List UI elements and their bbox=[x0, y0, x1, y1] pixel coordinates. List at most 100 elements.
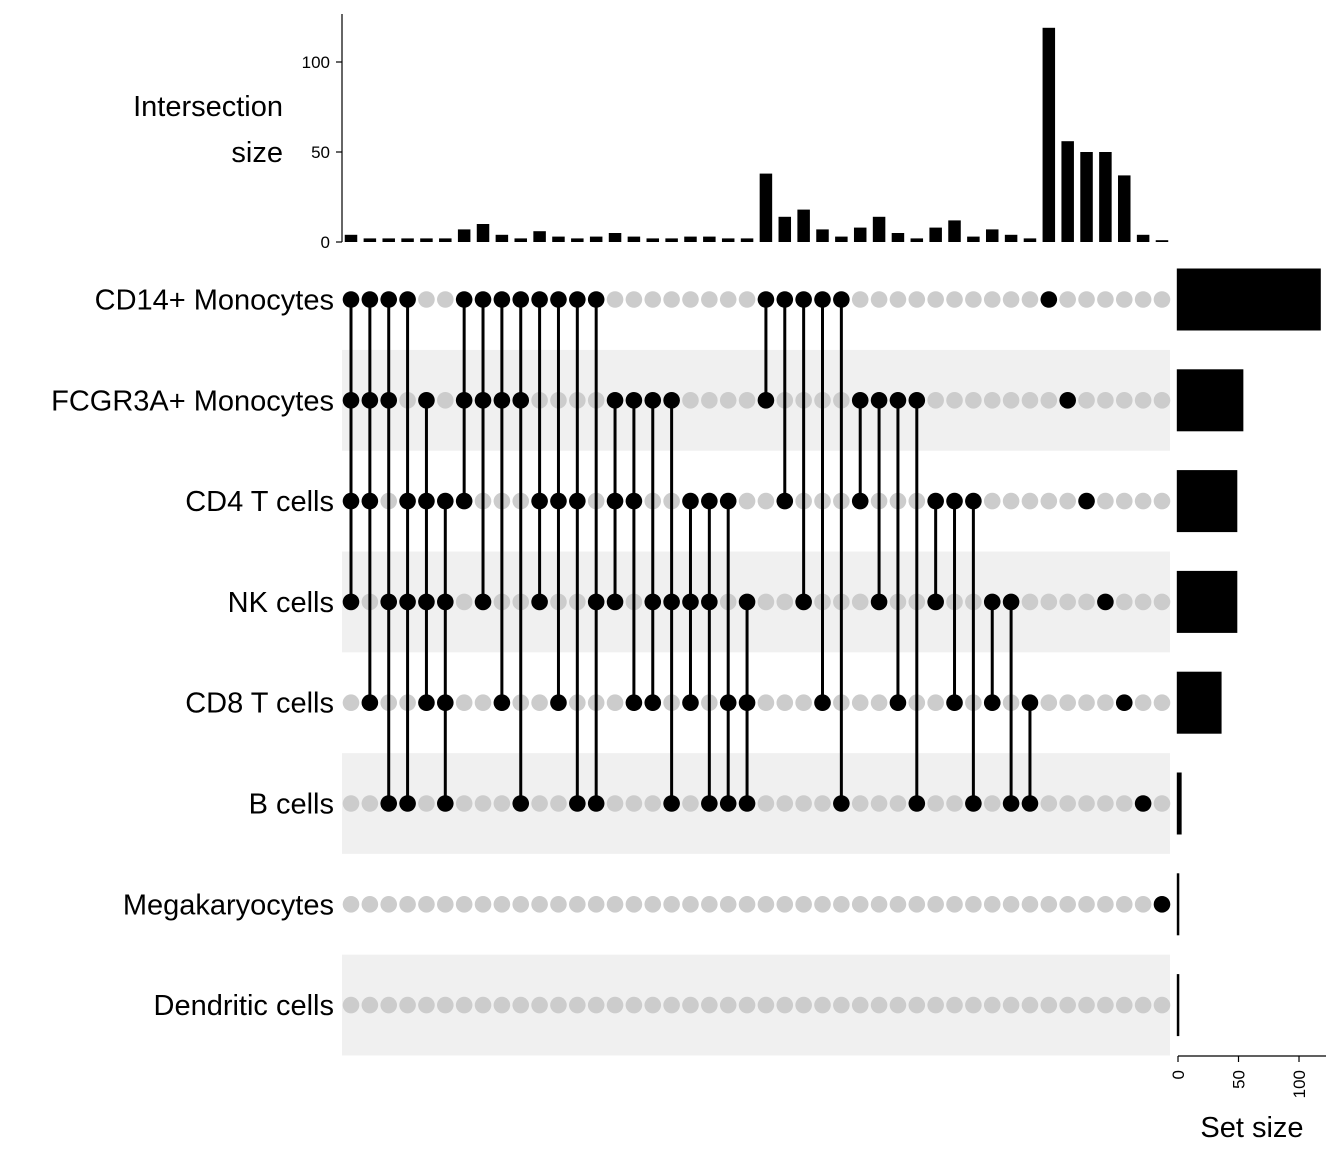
matrix-dot-inactive bbox=[1115, 291, 1133, 308]
matrix-dot-inactive bbox=[1153, 996, 1171, 1014]
matrix-dot-active bbox=[851, 392, 869, 409]
intersection-bar bbox=[533, 231, 546, 242]
set-label: CD8 T cells bbox=[185, 688, 334, 720]
matrix-dot-inactive bbox=[889, 291, 907, 308]
matrix-dot-inactive bbox=[738, 996, 756, 1014]
intersection-bar bbox=[929, 227, 942, 242]
intersection-bar bbox=[853, 227, 867, 242]
matrix-dot-active bbox=[569, 291, 586, 308]
matrix-dot-active bbox=[870, 593, 888, 611]
matrix-dot-inactive bbox=[946, 392, 963, 409]
matrix-dot-active bbox=[908, 392, 926, 409]
matrix-dot-inactive bbox=[1002, 492, 1020, 510]
matrix-dot-active bbox=[606, 593, 624, 611]
matrix-dot-inactive bbox=[757, 896, 775, 913]
matrix-dot-active bbox=[455, 291, 473, 308]
matrix-dot-inactive bbox=[908, 896, 926, 913]
matrix-dot-active bbox=[983, 593, 1001, 611]
matrix-dot-inactive bbox=[983, 896, 1001, 913]
set-label: NK cells bbox=[228, 587, 334, 619]
matrix-dot-active bbox=[587, 593, 605, 611]
matrix-dot-inactive bbox=[550, 996, 567, 1014]
matrix-dot-inactive bbox=[833, 996, 850, 1014]
intersection-bar bbox=[872, 216, 886, 242]
matrix-dot-inactive bbox=[851, 996, 869, 1014]
matrix-dot-inactive bbox=[927, 996, 944, 1014]
matrix-dot-active bbox=[625, 694, 643, 711]
matrix-dot-inactive bbox=[795, 896, 812, 913]
intersection-bar bbox=[1042, 27, 1056, 242]
matrix-dot-inactive bbox=[474, 795, 492, 812]
matrix-dot-inactive bbox=[1134, 392, 1152, 409]
matrix-dot-inactive bbox=[983, 492, 1001, 510]
intersection-bar bbox=[627, 236, 641, 242]
matrix-dot-active bbox=[342, 492, 360, 510]
set-label: B cells bbox=[249, 789, 334, 821]
matrix-dot-active bbox=[833, 795, 850, 812]
set-size-bar bbox=[1176, 268, 1321, 331]
matrix-dot-inactive bbox=[1002, 996, 1020, 1014]
matrix-dot-active bbox=[757, 291, 775, 308]
matrix-dot-active bbox=[663, 593, 680, 611]
matrix-dot-inactive bbox=[946, 996, 963, 1014]
set-label: FCGR3A+ Monocytes bbox=[51, 385, 334, 417]
matrix-dot-inactive bbox=[455, 996, 473, 1014]
intersection-bar bbox=[439, 238, 452, 242]
matrix-dot-inactive bbox=[531, 795, 548, 812]
x-tick-label: 100 bbox=[1290, 1070, 1309, 1098]
matrix-dot-inactive bbox=[889, 795, 907, 812]
matrix-dot-inactive bbox=[757, 593, 775, 611]
matrix-dot-inactive bbox=[1134, 492, 1152, 510]
matrix-dot-inactive bbox=[1097, 795, 1114, 812]
matrix-dot-active bbox=[418, 694, 435, 711]
matrix-dot-inactive bbox=[1059, 291, 1076, 308]
matrix-dot-active bbox=[644, 392, 662, 409]
intersection-bar bbox=[816, 229, 829, 242]
matrix-dot-active bbox=[1021, 694, 1039, 711]
intersection-bar bbox=[985, 229, 999, 242]
set-size-bar bbox=[1176, 974, 1180, 1037]
matrix-dot-inactive bbox=[625, 291, 643, 308]
matrix-dot-active bbox=[927, 593, 944, 611]
intersection-bar bbox=[420, 238, 433, 242]
matrix-dot-inactive bbox=[795, 694, 812, 711]
matrix-dot-inactive bbox=[361, 795, 379, 812]
matrix-dot-inactive bbox=[380, 896, 398, 913]
matrix-dot-inactive bbox=[399, 996, 416, 1014]
y-axis-title: Intersection bbox=[133, 91, 283, 123]
matrix-dot-active bbox=[833, 291, 850, 308]
matrix-dot-active bbox=[682, 694, 699, 711]
matrix-dot-inactive bbox=[965, 392, 982, 409]
matrix-dot-active bbox=[399, 593, 416, 611]
matrix-dot-active bbox=[606, 492, 624, 510]
intersection-bar bbox=[740, 238, 754, 242]
matrix-dot-inactive bbox=[851, 795, 869, 812]
intersection-bar bbox=[552, 236, 565, 242]
matrix-dot-inactive bbox=[493, 996, 511, 1014]
matrix-dot-active bbox=[1134, 795, 1152, 812]
intersection-bar bbox=[1136, 234, 1150, 242]
intersection-bar bbox=[382, 238, 395, 242]
matrix-dot-inactive bbox=[644, 996, 662, 1014]
matrix-dot-active bbox=[474, 291, 492, 308]
matrix-dot-active bbox=[531, 593, 548, 611]
intersection-bar bbox=[1099, 152, 1112, 242]
matrix-dot-inactive bbox=[455, 795, 473, 812]
matrix-dot-inactive bbox=[1078, 795, 1095, 812]
matrix-dot-inactive bbox=[625, 795, 643, 812]
matrix-dot-inactive bbox=[531, 896, 548, 913]
matrix-dot-active bbox=[474, 392, 492, 409]
matrix-dot-inactive bbox=[361, 896, 379, 913]
matrix-dot-active bbox=[757, 392, 775, 409]
set-size-bar bbox=[1176, 570, 1238, 633]
intersection-bar bbox=[495, 234, 509, 242]
intersection-bar bbox=[703, 236, 716, 242]
matrix-dot-inactive bbox=[1059, 593, 1076, 611]
matrix-dot-inactive bbox=[1040, 492, 1058, 510]
matrix-dot-inactive bbox=[493, 795, 511, 812]
matrix-dot-active bbox=[1021, 795, 1039, 812]
matrix-dot-inactive bbox=[682, 896, 699, 913]
matrix-dot-inactive bbox=[1097, 291, 1114, 308]
matrix-dot-inactive bbox=[1078, 694, 1095, 711]
matrix-dot-inactive bbox=[437, 996, 454, 1014]
